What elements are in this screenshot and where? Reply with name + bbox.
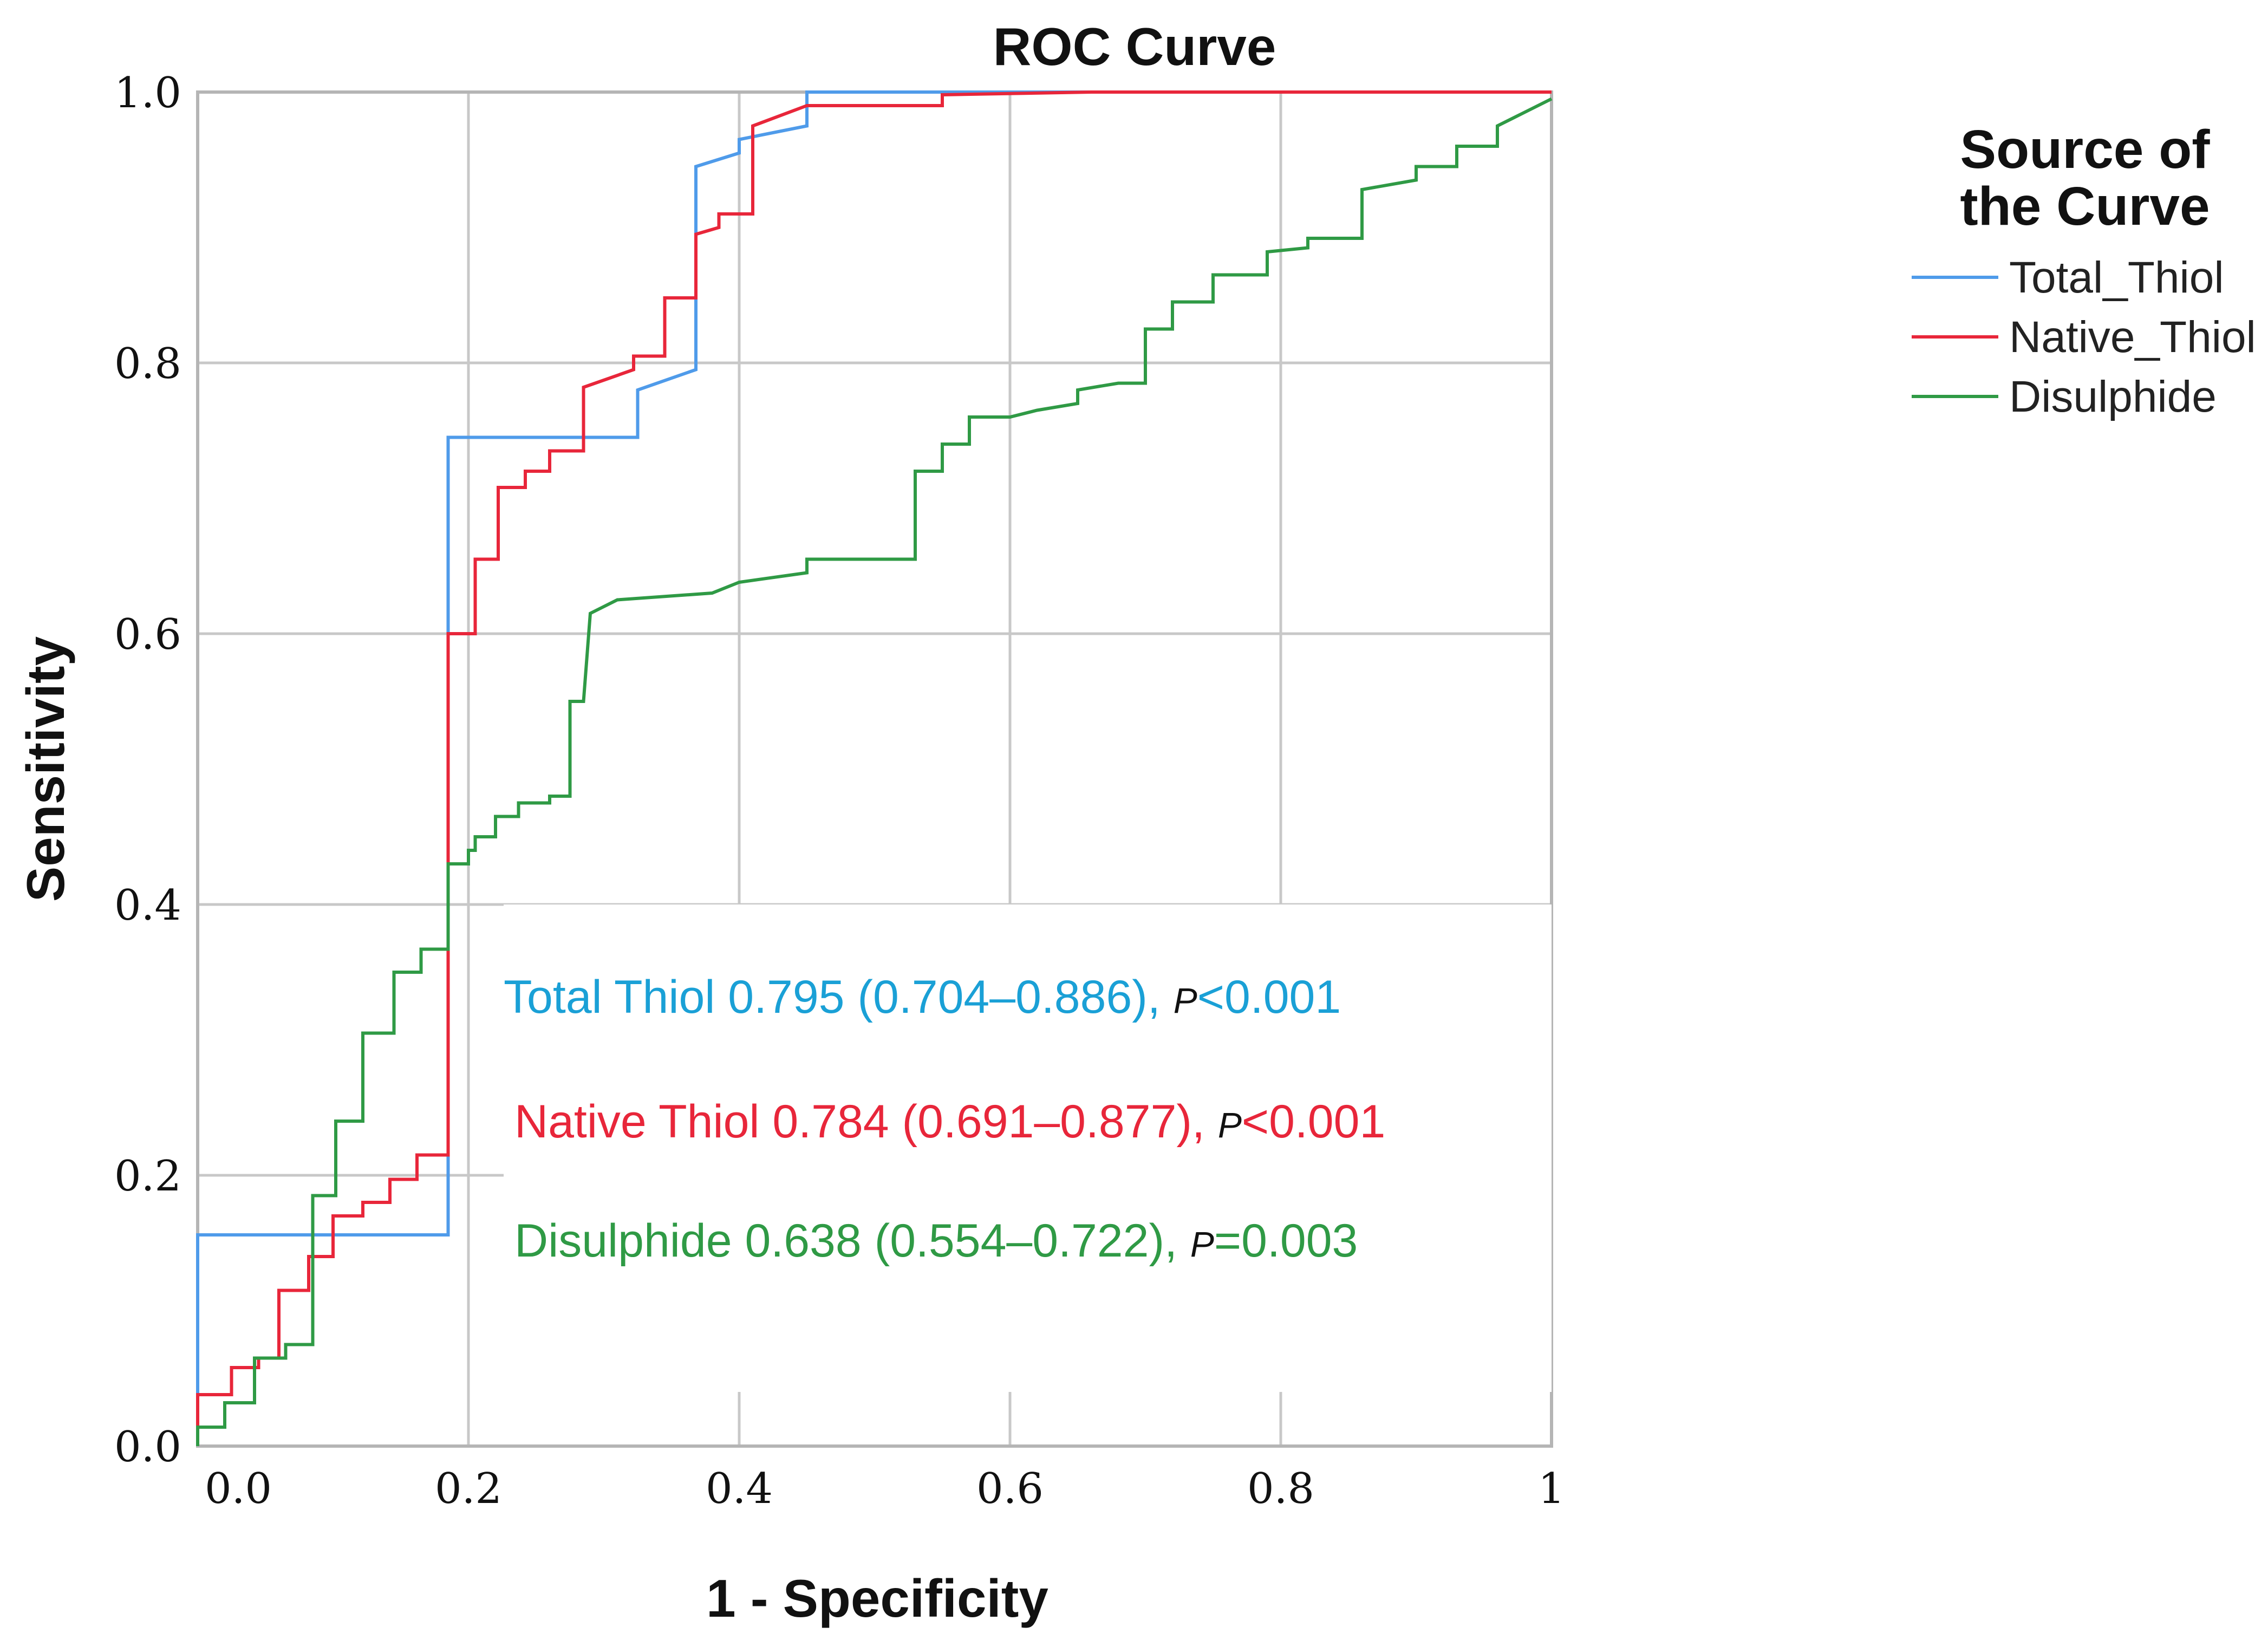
series-layer [196, 90, 1553, 1446]
x-tick-label: 0.4 [706, 1465, 773, 1513]
series-line-total-thiol [196, 90, 1552, 1446]
y-tick-label: 0.6 [114, 610, 181, 659]
annotation-total-thiol: Total Thiol 0.795 (0.704–0.886), P<0.001 [504, 971, 1341, 1023]
y-tick-label: 0.8 [114, 340, 181, 388]
x-tick-label: 0.0 [205, 1465, 272, 1513]
legend-label: Disulphide [2009, 372, 2217, 421]
x-axis-ticks: 0.0 0.2 0.4 0.6 0.8 1 [205, 1465, 1565, 1513]
x-tick-label: 1 [1538, 1465, 1565, 1513]
y-tick-label: 1.0 [114, 69, 181, 118]
y-tick-label: 0.4 [114, 881, 181, 930]
legend-items: Total_Thiol Native_Thiol Disulphide [1912, 253, 2256, 421]
y-axis-label: Sensitivity [16, 636, 75, 902]
annotation-disulphide: Disulphide 0.638 (0.554–0.722), P=0.003 [514, 1215, 1358, 1267]
series-line-native-thiol [196, 90, 1552, 1446]
series-line-disulphide [196, 97, 1553, 1446]
legend-label: Native_Thiol [2009, 313, 2256, 362]
legend: Source of the Curve Total_Thiol Native_Th… [1912, 119, 2256, 421]
annotation-native-thiol: Native Thiol 0.784 (0.691–0.877), P<0.00… [514, 1096, 1385, 1148]
y-tick-label: 0.2 [114, 1152, 181, 1201]
chart-title: ROC Curve [993, 17, 1276, 76]
x-tick-label: 0.6 [976, 1465, 1044, 1513]
x-axis-label: 1 - Specificity [706, 1569, 1048, 1628]
x-tick-label: 0.8 [1247, 1465, 1314, 1513]
legend-title-line-1: Source of [1960, 119, 2210, 180]
legend-title-line-2: the Curve [1960, 176, 2210, 237]
auc-annotations: Total Thiol 0.795 (0.704–0.886), P<0.001… [504, 971, 1385, 1267]
annotation-panel [504, 904, 1552, 1392]
y-tick-label: 0.0 [114, 1423, 181, 1472]
legend-label: Total_Thiol [2009, 253, 2224, 302]
x-tick-label: 0.2 [435, 1465, 502, 1513]
y-axis-ticks: 0.0 0.2 0.4 0.6 0.8 1.0 [114, 69, 181, 1472]
